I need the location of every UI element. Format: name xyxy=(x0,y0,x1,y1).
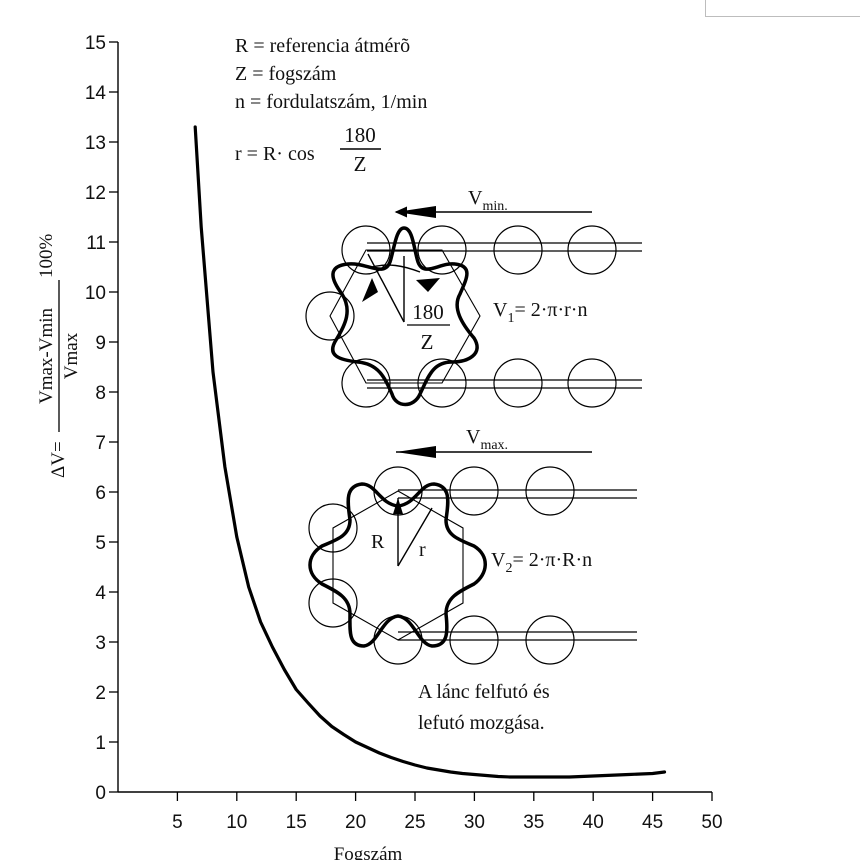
y-tick-label: 0 xyxy=(95,783,106,804)
y-axis-title-suffix: 100% xyxy=(36,234,57,279)
y-axis-title-numerator: Vmax-Vmin xyxy=(36,307,57,404)
caption-line-1: A lánc felfutó és xyxy=(418,681,550,703)
y-tick-label: 6 xyxy=(95,483,106,504)
axes xyxy=(117,42,712,793)
y-tick-label: 14 xyxy=(85,83,107,104)
caption-line-2: lefutó mozgása. xyxy=(418,712,545,734)
y-tick-label: 8 xyxy=(95,383,106,404)
y-axis-title-prefix: ΔV= xyxy=(48,441,69,478)
vmin-label: Vmin. xyxy=(468,187,508,214)
lower-radius-arrow xyxy=(393,498,403,514)
y-tick-label: 12 xyxy=(85,183,106,204)
y-tick-label: 9 xyxy=(95,333,106,354)
v1-label: V1= 2·π·r·n xyxy=(493,299,587,326)
vmax-label: Vmax. xyxy=(466,426,508,453)
y-tick-label: 11 xyxy=(86,233,106,254)
y-tick-label: 15 xyxy=(85,33,106,54)
r-formula-left: r = R· cos xyxy=(235,143,315,165)
y-tick-label: 2 xyxy=(95,683,106,704)
r-formula-numerator: 180 xyxy=(344,123,376,147)
label-r: r xyxy=(419,539,426,561)
upper-chain-rails xyxy=(367,242,642,389)
definition-R: R = referencia átmérõ xyxy=(235,35,410,57)
upper-sprocket-outline xyxy=(330,226,479,407)
upper-angle-arrow-right xyxy=(416,278,440,292)
y-tick-label: 13 xyxy=(85,133,106,154)
corner-frame xyxy=(705,0,860,17)
definition-Z: Z = fogszám xyxy=(235,63,337,85)
x-tick-label: 35 xyxy=(523,812,544,833)
definitions: R = referencia átmérõ Z = fogszám n = fo… xyxy=(235,35,427,176)
x-tick-label: 45 xyxy=(642,812,663,833)
series-line xyxy=(193,125,667,779)
y-axis-title: ΔV= Vmax-Vmin Vmax 100% xyxy=(36,234,82,479)
upper-angle-arrow-left xyxy=(362,278,378,302)
upper-angle-numerator: 180 xyxy=(412,300,444,324)
sprocket-diagram-vmax: Vmax. R r V2= 2·π·R·n xyxy=(308,426,637,665)
upper-angle-denominator: Z xyxy=(421,330,434,354)
x-tick-label: 40 xyxy=(583,812,604,833)
x-tick-label: 20 xyxy=(345,812,366,833)
lower-chain-rails xyxy=(398,489,637,641)
y-tick-label: 1 xyxy=(95,733,106,754)
x-tick-label: 25 xyxy=(404,812,425,833)
x-axis-title: Fogszám xyxy=(334,844,403,860)
upper-radius-lines xyxy=(367,253,421,323)
x-tick-label: 50 xyxy=(701,812,722,833)
y-tick-label: 5 xyxy=(95,533,106,554)
y-axis-title-denominator: Vmax xyxy=(61,332,82,379)
definition-n: n = fordulatszám, 1/min xyxy=(235,91,427,113)
x-tick-label: 15 xyxy=(286,812,307,833)
vmax-arrow-head xyxy=(396,446,436,458)
vmin-arrow-head xyxy=(396,206,436,218)
y-tick-label: 3 xyxy=(95,633,106,654)
r-formula-denominator: Z xyxy=(354,152,367,176)
sprocket-diagram-vmin: Vmin. xyxy=(305,187,642,408)
v2-label: V2= 2·π·R·n xyxy=(491,549,592,576)
x-tick-label: 30 xyxy=(464,812,485,833)
upper-hexagon xyxy=(329,249,481,384)
y-tick-label: 4 xyxy=(95,583,106,604)
lower-sprocket-outline xyxy=(308,482,487,648)
y-tick-label: 7 xyxy=(95,433,106,454)
y-tick-label: 10 xyxy=(85,283,106,304)
x-tick-label: 10 xyxy=(226,812,247,833)
lower-hexagon xyxy=(332,490,464,641)
x-tick-label: 5 xyxy=(172,812,183,833)
label-R: R xyxy=(371,531,385,553)
x-ticks: 5 10 15 20 25 30 35 40 45 50 xyxy=(172,792,723,833)
